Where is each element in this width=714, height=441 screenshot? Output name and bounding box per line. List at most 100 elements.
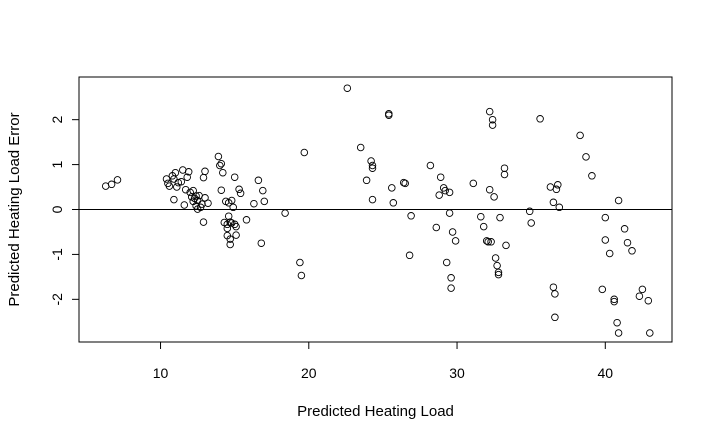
data-point-1 — [107, 180, 116, 189]
data-point-17 — [184, 168, 193, 176]
y-tick-label-1: 1 — [49, 160, 65, 168]
data-point-67 — [297, 271, 306, 280]
data-point-12 — [177, 177, 186, 186]
data-point-145 — [646, 329, 654, 337]
data-point-126 — [555, 203, 564, 212]
data-point-32 — [201, 167, 209, 176]
data-point-102 — [485, 107, 494, 116]
data-point-70 — [356, 143, 365, 152]
y-tick-label-2: 2 — [49, 116, 65, 124]
data-point-49 — [226, 240, 234, 249]
data-point-100 — [482, 237, 491, 245]
data-point-110 — [494, 268, 503, 277]
data-point-61 — [254, 176, 263, 185]
data-point-116 — [525, 207, 534, 216]
data-point-54 — [230, 220, 239, 229]
data-point-130 — [598, 285, 607, 294]
data-point-89 — [441, 186, 449, 195]
data-point-75 — [368, 195, 377, 204]
y-axis-title: Predicted Heating Load Error — [6, 112, 23, 306]
data-point-3 — [162, 175, 171, 183]
data-point-58 — [236, 189, 245, 198]
data-point-24 — [192, 192, 200, 200]
data-point-105 — [488, 115, 497, 124]
data-point-133 — [605, 249, 614, 258]
data-point-64 — [260, 197, 269, 206]
data-point-91 — [445, 188, 454, 197]
data-point-53 — [230, 173, 239, 181]
data-point-124 — [552, 185, 561, 194]
data-point-96 — [451, 237, 460, 245]
data-point-47 — [226, 218, 234, 226]
data-point-29 — [198, 200, 206, 208]
data-point-57 — [235, 185, 243, 194]
data-point-135 — [610, 297, 618, 306]
data-point-117 — [527, 219, 535, 227]
y-axis: -2 -1 0 1 2 — [49, 116, 79, 306]
data-point-85 — [432, 223, 441, 232]
data-point-60 — [250, 199, 258, 208]
x-tick-label-40: 40 — [597, 365, 613, 381]
data-point-34 — [204, 199, 212, 207]
data-point-140 — [623, 238, 632, 247]
data-point-16 — [183, 173, 191, 181]
x-axis-title: Predicted Heating Load — [297, 403, 454, 420]
data-point-123 — [551, 290, 559, 298]
data-point-11 — [174, 178, 183, 187]
data-point-74 — [368, 164, 377, 172]
data-point-59 — [242, 216, 251, 224]
y-tick-label-0: 0 — [49, 205, 65, 213]
data-point-118 — [536, 115, 544, 123]
data-point-106 — [488, 121, 497, 129]
data-point-143 — [638, 285, 647, 294]
data-point-48 — [226, 235, 234, 243]
data-point-99 — [479, 222, 488, 231]
data-point-95 — [448, 228, 457, 236]
data-point-90 — [442, 258, 451, 267]
data-point-78 — [388, 184, 396, 192]
data-point-25 — [193, 196, 202, 205]
data-point-108 — [491, 254, 500, 262]
data-point-121 — [549, 283, 558, 291]
y-tick-label--2: -2 — [49, 293, 65, 306]
data-point-36 — [216, 161, 224, 170]
data-points — [101, 84, 654, 337]
x-axis: 10 20 30 40 — [153, 342, 613, 381]
data-point-122 — [551, 313, 559, 322]
data-point-8 — [170, 195, 178, 204]
data-point-69 — [343, 84, 352, 92]
data-point-104 — [487, 238, 495, 246]
data-point-84 — [426, 161, 435, 170]
data-point-5 — [165, 182, 174, 190]
data-point-37 — [217, 159, 226, 168]
data-point-35 — [214, 152, 223, 161]
data-point-86 — [435, 191, 443, 199]
data-point-9 — [171, 168, 180, 177]
data-point-14 — [180, 201, 189, 209]
y-tick-label--1: -1 — [49, 248, 65, 261]
data-point-109 — [493, 261, 501, 270]
data-point-141 — [628, 247, 636, 255]
data-point-31 — [199, 218, 208, 226]
data-point-131 — [601, 213, 610, 222]
data-point-129 — [588, 172, 596, 180]
x-tick-label-30: 30 — [449, 365, 465, 381]
data-point-55 — [232, 222, 240, 231]
data-point-94 — [447, 284, 455, 292]
data-point-56 — [232, 231, 240, 239]
data-point-77 — [385, 111, 393, 119]
data-point-138 — [614, 329, 623, 337]
data-point-83 — [407, 212, 415, 220]
data-point-127 — [576, 131, 584, 140]
data-point-137 — [614, 196, 623, 205]
data-point-115 — [502, 241, 510, 250]
data-point-73 — [368, 161, 377, 170]
data-point-134 — [610, 295, 618, 304]
data-point-51 — [227, 196, 236, 205]
data-point-125 — [554, 181, 562, 189]
data-point-39 — [219, 168, 227, 177]
data-point-65 — [281, 209, 289, 217]
data-point-139 — [620, 225, 629, 233]
data-point-113 — [500, 164, 509, 172]
